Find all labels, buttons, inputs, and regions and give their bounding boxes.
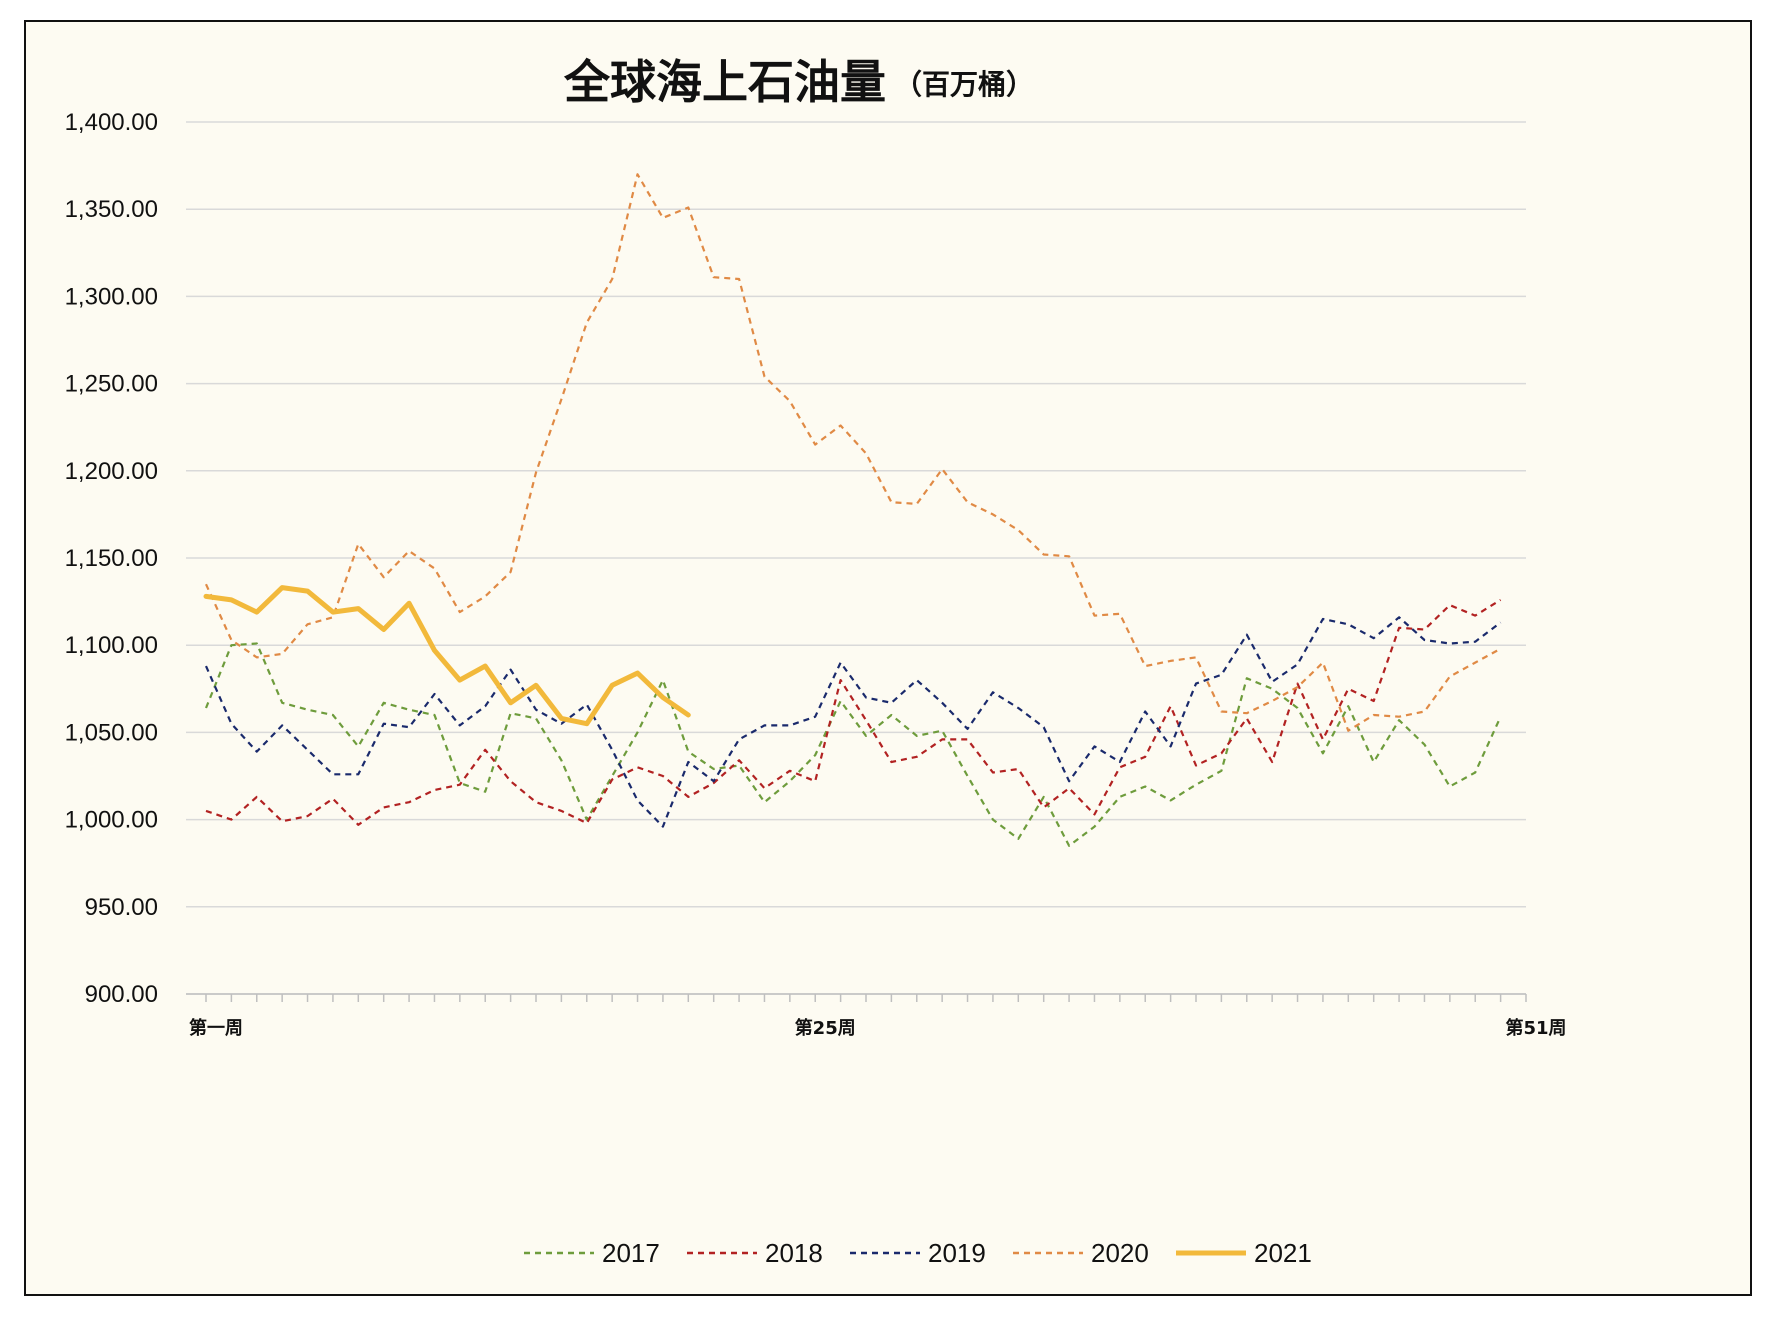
- legend-label-2019: 2019: [928, 1238, 986, 1268]
- gridlines: [186, 121, 1526, 995]
- series-line-2019: [204, 616, 1502, 828]
- x-tick-label: 第51周: [1505, 1017, 1566, 1039]
- series-line-2018: [205, 598, 1502, 826]
- y-tick-label: 900.00: [85, 981, 158, 1008]
- series-lines: [203, 173, 1502, 847]
- y-tick-label: 1,200.00: [65, 458, 158, 485]
- chart-title: 全球海上石油量: [563, 55, 886, 109]
- chart-frame: 900.00 950.00 1,000.00 1,050.00 1,100.00 1,15…: [24, 20, 1752, 1296]
- y-tick-label: 1,300.00: [65, 283, 158, 310]
- series-line-2017: [204, 642, 1502, 847]
- series-line-2021: [203, 585, 691, 727]
- legend: 2017 2018 2019 2020 2021: [524, 1238, 1312, 1268]
- series-line-2020: [204, 173, 1502, 732]
- y-axis-tick-labels: 900.00 950.00 1,000.00 1,050.00 1,100.00 1,15…: [65, 109, 158, 1008]
- chart-subtitle: （百万桶）: [894, 68, 1034, 101]
- legend-label-2021: 2021: [1254, 1238, 1312, 1268]
- y-tick-label: 1,400.00: [65, 109, 158, 136]
- chart-canvas: 900.00 950.00 1,000.00 1,050.00 1,100.00 1,15…: [65, 55, 1567, 1268]
- legend-label-2017: 2017: [602, 1238, 660, 1268]
- x-axis-tick-labels: 第一周 第25周 第51周: [189, 1017, 1567, 1039]
- x-tick-label: 第25周: [795, 1017, 856, 1039]
- y-tick-label: 1,150.00: [65, 545, 158, 572]
- y-tick-label: 1,000.00: [65, 807, 158, 834]
- y-tick-label: 1,250.00: [65, 371, 158, 398]
- legend-label-2018: 2018: [765, 1238, 823, 1268]
- y-tick-label: 950.00: [85, 894, 158, 921]
- y-tick-label: 1,100.00: [65, 632, 158, 659]
- legend-label-2020: 2020: [1091, 1238, 1149, 1268]
- y-tick-label: 1,350.00: [65, 196, 158, 223]
- y-tick-label: 1,050.00: [65, 719, 158, 746]
- x-tick-label: 第一周: [189, 1017, 243, 1039]
- x-axis: [186, 993, 1527, 1002]
